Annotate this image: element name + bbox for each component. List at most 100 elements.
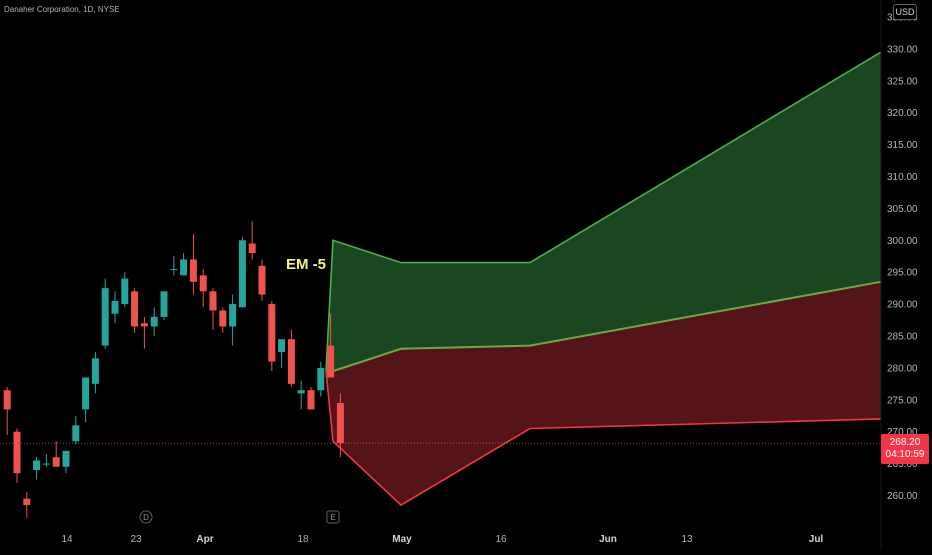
candle[interactable] bbox=[23, 492, 31, 518]
candle-body bbox=[140, 323, 148, 327]
time-tick-label: 14 bbox=[61, 534, 73, 545]
expected-move-bands bbox=[0, 51, 882, 507]
time-tick-label: 23 bbox=[130, 534, 142, 545]
dividend-marker[interactable]: D bbox=[139, 510, 153, 524]
price-tick-label: 300.00 bbox=[887, 236, 918, 247]
price-tick-label: 275.00 bbox=[887, 395, 918, 406]
candle-body bbox=[278, 339, 286, 352]
candle-body bbox=[209, 291, 217, 311]
candle[interactable] bbox=[199, 269, 207, 308]
candle-body bbox=[13, 431, 21, 474]
lower-band-fill bbox=[326, 281, 881, 506]
candle[interactable] bbox=[131, 288, 139, 333]
price-tick-label: 330.00 bbox=[887, 44, 918, 55]
price-tick-label: 260.00 bbox=[887, 491, 918, 502]
candle[interactable] bbox=[258, 259, 266, 301]
candle-body bbox=[336, 402, 344, 444]
last-price-tag: 268.20 04:10:59 bbox=[881, 434, 929, 464]
candle-body bbox=[111, 300, 119, 314]
expected-move-label: EM -5 bbox=[286, 256, 327, 273]
candle-body bbox=[42, 463, 50, 465]
candle-body bbox=[52, 457, 60, 467]
candle[interactable] bbox=[3, 387, 11, 435]
candle[interactable] bbox=[219, 307, 227, 333]
candle-body bbox=[23, 498, 31, 506]
price-tick-label: 280.00 bbox=[887, 363, 918, 374]
candle-body bbox=[287, 339, 295, 384]
time-axis: 14 23 Apr 18 May 16 Jun 13 Jul bbox=[61, 534, 823, 545]
candle-body bbox=[307, 390, 315, 410]
candle-body bbox=[82, 377, 90, 410]
last-price-value: 268.20 bbox=[889, 437, 921, 448]
earnings-marker[interactable]: E bbox=[326, 510, 340, 524]
currency-badge[interactable]: USD bbox=[893, 4, 917, 20]
price-tick-label: 305.00 bbox=[887, 204, 918, 215]
candle-body bbox=[327, 345, 335, 378]
candle-body bbox=[229, 304, 237, 327]
price-tick-label: 310.00 bbox=[887, 172, 918, 183]
time-tick-label: May bbox=[392, 534, 412, 545]
candle[interactable] bbox=[91, 351, 99, 394]
marker-letter: E bbox=[330, 513, 335, 522]
candle-body bbox=[72, 425, 80, 442]
candle[interactable] bbox=[229, 294, 237, 346]
candle-body bbox=[160, 291, 168, 317]
candle-body bbox=[238, 240, 246, 308]
candle[interactable] bbox=[101, 278, 109, 349]
candle[interactable] bbox=[121, 272, 129, 308]
price-tick-label: 315.00 bbox=[887, 140, 918, 151]
candle[interactable] bbox=[111, 291, 119, 324]
candle-body bbox=[258, 265, 266, 295]
candle[interactable] bbox=[82, 377, 90, 423]
candle[interactable] bbox=[160, 291, 168, 321]
candle-body bbox=[170, 269, 178, 271]
candle[interactable] bbox=[189, 233, 197, 295]
candle[interactable] bbox=[33, 457, 41, 480]
candle-body bbox=[131, 291, 139, 327]
candle[interactable] bbox=[248, 221, 256, 260]
candle-body bbox=[3, 390, 11, 410]
marker-shape bbox=[139, 510, 153, 524]
candle[interactable] bbox=[317, 361, 325, 397]
candle[interactable] bbox=[278, 339, 286, 368]
candle[interactable] bbox=[327, 313, 335, 378]
candle-body bbox=[91, 358, 99, 384]
price-tick-label: 290.00 bbox=[887, 300, 918, 311]
marker-shape bbox=[326, 510, 340, 524]
candle[interactable] bbox=[268, 300, 276, 372]
candle[interactable] bbox=[62, 450, 70, 474]
candle-body bbox=[248, 243, 256, 254]
lower-band-line bbox=[325, 371, 882, 507]
candles bbox=[3, 221, 344, 518]
candle[interactable] bbox=[180, 253, 188, 276]
candle[interactable] bbox=[238, 237, 246, 308]
price-axis: 260.00 265.00 270.00 275.00 280.00 285.00 290.… bbox=[880, 0, 918, 550]
symbol-title: Danaher Corporation, 1D, NYSE bbox=[4, 5, 120, 14]
candle-body bbox=[121, 278, 129, 305]
price-tick-label: 285.00 bbox=[887, 332, 918, 343]
candle-body bbox=[33, 460, 41, 470]
time-tick-label: Jun bbox=[599, 534, 617, 545]
candle[interactable] bbox=[150, 307, 158, 336]
bar-countdown: 04:10:59 bbox=[885, 449, 925, 460]
candle[interactable] bbox=[307, 387, 315, 410]
price-tick-label: 295.00 bbox=[887, 268, 918, 279]
candle-body bbox=[297, 390, 305, 394]
candle-body bbox=[219, 310, 227, 327]
candle-body bbox=[180, 259, 188, 276]
candle[interactable] bbox=[140, 316, 148, 349]
candle[interactable] bbox=[336, 393, 344, 458]
candle[interactable] bbox=[72, 415, 80, 445]
upper-band-line bbox=[325, 51, 882, 372]
candle[interactable] bbox=[297, 380, 305, 410]
candle[interactable] bbox=[42, 454, 50, 467]
candle[interactable] bbox=[13, 428, 21, 483]
price-tick-label: 320.00 bbox=[887, 108, 918, 119]
candle[interactable] bbox=[170, 256, 178, 276]
candle-body bbox=[268, 304, 276, 362]
candle[interactable] bbox=[52, 441, 60, 467]
candle[interactable] bbox=[287, 329, 295, 388]
candle[interactable] bbox=[209, 288, 217, 330]
